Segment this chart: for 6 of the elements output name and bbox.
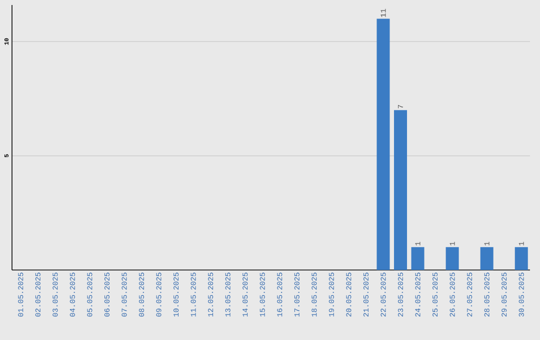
bar <box>411 247 424 270</box>
bar <box>394 110 408 270</box>
bar <box>514 247 528 270</box>
bar <box>480 247 494 270</box>
bar <box>376 18 390 270</box>
bar <box>446 247 459 270</box>
